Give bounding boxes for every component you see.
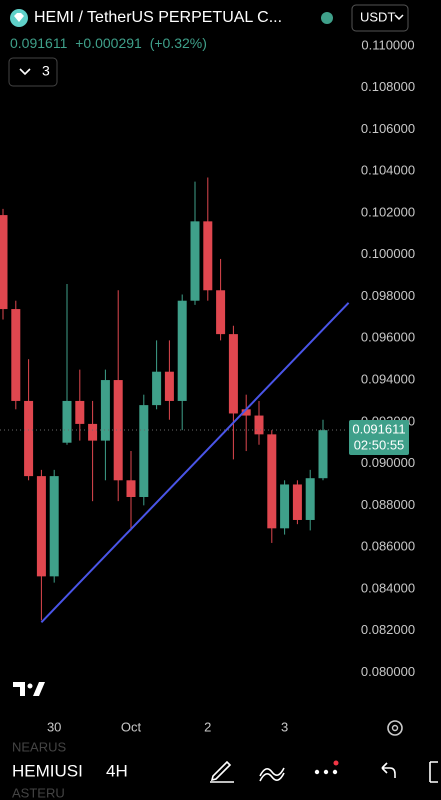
settings-icon bbox=[391, 724, 399, 732]
dropdown-arrow bbox=[394, 14, 404, 21]
candle-body bbox=[190, 221, 200, 301]
logo-part bbox=[33, 682, 45, 696]
y-tick-label: 0.088000 bbox=[361, 497, 415, 512]
candle-body bbox=[49, 476, 59, 577]
candle-body bbox=[241, 409, 251, 416]
y-tick-label: 0.084000 bbox=[361, 580, 415, 595]
y-tick-label: 0.104000 bbox=[361, 163, 415, 178]
price-change-pct: (+0.32%) bbox=[150, 35, 207, 51]
y-tick-label: 0.082000 bbox=[361, 622, 415, 637]
header: HEMI / TetherUS PERPETUAL C... USDT 0.09… bbox=[8, 4, 409, 87]
symbol-title[interactable]: HEMI / TetherUS PERPETUAL C... bbox=[34, 9, 282, 26]
y-tick-label: 0.086000 bbox=[361, 539, 415, 554]
logo-part bbox=[27, 683, 33, 689]
draw-tool[interactable] bbox=[210, 760, 234, 783]
notification-dot bbox=[333, 760, 339, 766]
interval[interactable]: 4H bbox=[106, 761, 128, 780]
last-price-box bbox=[349, 419, 409, 455]
trendline bbox=[40, 302, 350, 623]
y-tick-label: 0.100000 bbox=[361, 246, 415, 261]
y-tick-label: 0.090000 bbox=[361, 455, 415, 470]
y-tick-label: 0.110000 bbox=[361, 37, 414, 52]
quote-selector[interactable] bbox=[351, 4, 409, 32]
candle-body bbox=[100, 380, 110, 441]
candle-body bbox=[11, 309, 21, 401]
indicators-toggle[interactable] bbox=[8, 57, 58, 87]
candle-body bbox=[228, 334, 238, 414]
y-tick-label: 0.080000 bbox=[361, 664, 415, 679]
x-tick-label: 3 bbox=[281, 719, 288, 734]
candle-body bbox=[88, 423, 98, 441]
candle-body bbox=[113, 380, 123, 481]
candle-body bbox=[75, 400, 85, 424]
candle-body bbox=[254, 415, 264, 435]
candle-body bbox=[152, 371, 162, 406]
symbol-switch[interactable]: HEMIUSI bbox=[12, 761, 83, 780]
y-tick-label: 0.096000 bbox=[361, 330, 415, 345]
more-dot[interactable] bbox=[332, 769, 338, 775]
candle-body bbox=[203, 221, 213, 291]
y-tick-label: 0.108000 bbox=[361, 79, 415, 94]
fullscreen-button[interactable] bbox=[429, 761, 438, 783]
price-change: +0.000291 bbox=[75, 35, 142, 51]
plot-area: 0.110000 0.108000 0.106000 0.104000 0.102000… bbox=[0, 37, 415, 734]
quote-currency: USDT bbox=[360, 9, 395, 24]
indicator-count: 3 bbox=[42, 63, 50, 79]
candle-body bbox=[177, 300, 187, 401]
candle-body bbox=[126, 480, 136, 497]
last-price-value: 0.091611 bbox=[10, 35, 68, 51]
more-dot[interactable] bbox=[314, 769, 320, 775]
candle-body bbox=[318, 430, 328, 479]
last-price-label: 0.091611 bbox=[352, 421, 405, 436]
y-tick-label: 0.106000 bbox=[361, 121, 415, 136]
more-dot[interactable] bbox=[323, 769, 329, 775]
y-tick-label: 0.094000 bbox=[361, 371, 415, 386]
toggle-chevron bbox=[19, 68, 31, 76]
indicator-tool[interactable] bbox=[259, 767, 285, 782]
candle-body bbox=[139, 405, 149, 497]
x-tick-label: 2 bbox=[204, 719, 211, 734]
x-tick-label: 30 bbox=[47, 719, 61, 734]
candle-body bbox=[62, 400, 72, 443]
logo-part bbox=[13, 682, 25, 696]
candle-body bbox=[0, 215, 8, 310]
y-tick-label: 0.098000 bbox=[361, 288, 415, 303]
footer: NEARUS HEMIUSI ASTERU 4H bbox=[12, 739, 438, 800]
candle-body bbox=[280, 484, 290, 529]
last-price: 0.091611 +0.000291 (+0.32%) bbox=[10, 35, 207, 51]
market-status bbox=[321, 12, 333, 24]
prev-symbol: NEARUS bbox=[12, 739, 67, 754]
countdown: 02:50:55 bbox=[354, 437, 405, 452]
undo-button[interactable] bbox=[381, 762, 396, 778]
settings-button[interactable] bbox=[387, 720, 403, 736]
x-tick-label: Oct bbox=[121, 719, 142, 734]
candle-body bbox=[216, 290, 226, 335]
tv-logo bbox=[13, 682, 45, 696]
candle-body bbox=[164, 371, 174, 401]
next-symbol: ASTERU bbox=[12, 785, 65, 800]
candle-body bbox=[24, 400, 34, 477]
y-tick-label: 0.102000 bbox=[361, 204, 415, 219]
candle-body bbox=[305, 478, 315, 520]
symbol-icon-gem bbox=[14, 13, 24, 22]
candle-body bbox=[36, 476, 46, 577]
candle-body bbox=[267, 434, 277, 529]
candle-body bbox=[292, 484, 302, 520]
